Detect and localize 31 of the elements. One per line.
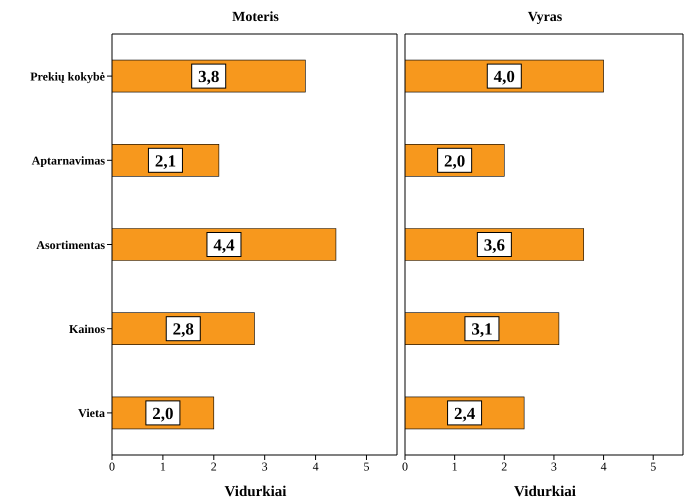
data-label: 2,1	[154, 151, 176, 170]
x-tick-label: 2	[501, 460, 508, 474]
x-tick-label: 0	[109, 460, 115, 474]
chart-title: Vyras	[526, 10, 564, 26]
x-tick-label: 1	[452, 460, 458, 474]
x-tick-label: 0	[402, 460, 408, 474]
data-label: 4,0	[494, 67, 515, 86]
y-tick-label: Prekių kokybė	[30, 69, 106, 84]
y-tick-label: Vieta	[78, 406, 105, 420]
data-label: 2,8	[172, 320, 194, 339]
data-label: 3,1	[471, 320, 493, 339]
x-tick-label: 2	[210, 460, 217, 474]
x-tick-label: 4	[312, 460, 319, 474]
x-tick-label: 1	[160, 460, 166, 474]
data-label: 2,4	[454, 404, 476, 423]
x-tick-label: 3	[262, 460, 268, 474]
x-tick-label: 3	[550, 460, 557, 474]
y-tick-label: Kainos	[68, 322, 106, 336]
y-tick-label: Aptarnavimas	[32, 154, 106, 168]
data-label: 3,6	[484, 236, 505, 254]
data-label: 3,8	[198, 67, 220, 86]
x-tick-label: 4	[600, 460, 607, 474]
y-tick-label: Asortimentas	[36, 238, 106, 252]
data-label: 2,0	[152, 404, 174, 423]
x-tick-label: 5	[363, 460, 370, 474]
x-tick-label: 5	[650, 460, 656, 474]
data-label: 4,4	[213, 236, 236, 254]
x-axis-title: Vidurkiai	[513, 484, 577, 501]
data-label: 2,0	[444, 151, 466, 170]
x-axis-title: Vidurkiai	[224, 484, 288, 501]
chart-title: Moteris	[231, 10, 280, 26]
